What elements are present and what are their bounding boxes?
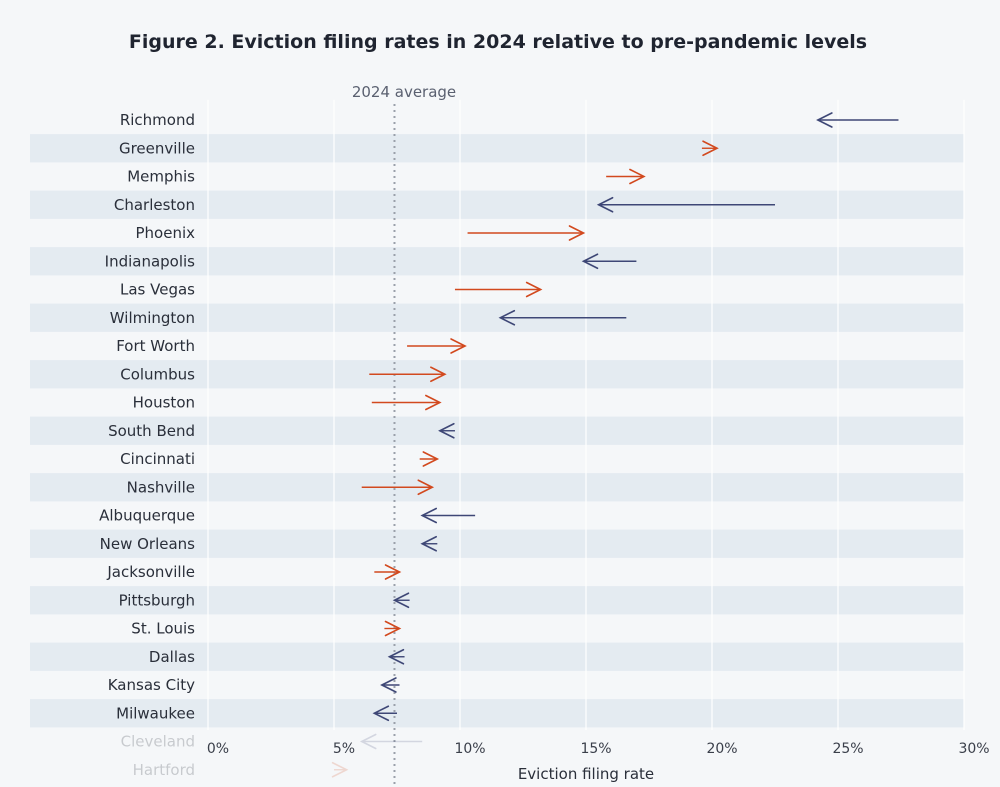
arrow-new-orleans	[420, 535, 438, 552]
city-label: Las Vegas	[120, 281, 195, 299]
city-label: Kansas City	[108, 676, 195, 694]
arrow-fort-worth	[407, 338, 467, 354]
x-tick-label: 25%	[832, 741, 863, 757]
city-label: Dallas	[149, 648, 195, 666]
arrow-memphis	[606, 168, 646, 185]
city-label: New Orleans	[100, 535, 196, 553]
arrow-head	[425, 394, 442, 411]
row-band	[30, 134, 964, 163]
city-label: Columbus	[120, 365, 195, 383]
arrow-wilmington	[498, 309, 627, 326]
average-label: 2024 average	[352, 83, 456, 101]
arrow-hartford	[331, 761, 349, 778]
arrow-marks	[331, 112, 899, 778]
arrow-pittsburgh	[392, 592, 410, 609]
arrow-head	[392, 592, 410, 609]
city-label: Pittsburgh	[119, 591, 195, 609]
arrow-head	[581, 253, 599, 270]
row-band	[30, 303, 964, 332]
arrow-head	[596, 196, 614, 213]
city-label: St. Louis	[131, 620, 195, 638]
arrow-south-bend	[438, 422, 455, 439]
x-tick-label: 30%	[958, 741, 989, 757]
arrow-nashville	[361, 479, 435, 496]
arrow-head	[498, 309, 516, 326]
arrow-head	[422, 451, 440, 467]
arrow-albuquerque	[420, 507, 476, 524]
arrow-las-vegas	[454, 281, 543, 298]
arrow-head	[384, 620, 402, 637]
arrow-head	[430, 366, 447, 383]
row-band	[30, 699, 964, 728]
chart-title: Figure 2. Eviction filing rates in 2024 …	[129, 31, 867, 53]
x-tick-label: 0%	[207, 741, 229, 757]
city-label: Greenville	[119, 139, 195, 157]
row-bands	[30, 134, 964, 728]
city-label: Charleston	[114, 196, 195, 214]
city-label: Jacksonville	[106, 563, 195, 581]
row-band	[30, 190, 964, 219]
arrow-st-louis	[384, 620, 402, 637]
city-label: Richmond	[120, 111, 195, 129]
city-labels: Richmond Greenville Memphis Charleston Phoen…	[99, 111, 195, 779]
city-label: Cleveland	[121, 733, 195, 751]
arrow-indianapolis	[581, 253, 637, 270]
x-tick-label: 10%	[454, 741, 485, 757]
row-band	[30, 529, 964, 558]
arrow-head	[417, 479, 435, 496]
arrow-houston	[371, 394, 442, 411]
row-band	[30, 360, 964, 389]
row-band	[30, 473, 964, 502]
arrow-head	[384, 564, 402, 580]
arrow-dallas	[387, 648, 405, 665]
arrow-kansas-city	[380, 677, 400, 693]
arrow-phoenix	[467, 225, 586, 241]
city-label: Memphis	[127, 168, 195, 186]
city-label: Albuquerque	[99, 507, 195, 525]
arrow-milwaukee	[372, 705, 397, 722]
row-band	[30, 416, 964, 445]
arrow-head	[568, 225, 586, 241]
arrow-head	[420, 535, 438, 552]
arrow-charleston	[596, 196, 775, 213]
arrow-head	[525, 281, 543, 298]
x-tick-label: 20%	[706, 741, 737, 757]
arrow-head	[331, 761, 349, 778]
arrow-head	[380, 677, 397, 693]
arrow-head	[420, 507, 438, 524]
city-label: Indianapolis	[105, 252, 196, 270]
city-label: Hartford	[133, 761, 195, 779]
x-axis-label: Eviction filing rate	[518, 765, 654, 783]
arrow-head	[816, 112, 833, 128]
city-label: Wilmington	[110, 309, 195, 327]
city-label: Fort Worth	[116, 337, 195, 355]
arrow-cleveland	[359, 733, 423, 750]
city-label: Phoenix	[135, 224, 195, 242]
arrow-columbus	[369, 366, 447, 383]
arrow-head	[387, 648, 405, 665]
arrow-head	[438, 422, 455, 439]
city-label: Cincinnati	[120, 450, 195, 468]
x-tick-label: 15%	[580, 741, 611, 757]
arrow-cincinnati	[419, 451, 440, 467]
x-axis-ticks: 0% 5% 10% 15% 20% 25% 30%	[207, 741, 990, 757]
city-label: Nashville	[127, 478, 195, 496]
average-marker: 2024 average	[352, 83, 456, 787]
arrow-head	[359, 733, 377, 750]
arrow-head	[450, 338, 467, 354]
city-label: Milwaukee	[116, 704, 195, 722]
arrow-jacksonville	[374, 564, 402, 580]
x-tick-label: 5%	[333, 741, 355, 757]
city-label: Houston	[133, 394, 195, 412]
row-band	[30, 247, 964, 276]
row-band	[30, 586, 964, 615]
city-label: South Bend	[108, 422, 195, 440]
arrow-greenville	[701, 140, 719, 157]
arrow-head	[702, 140, 719, 157]
arrow-head	[372, 705, 390, 722]
arrow-richmond	[816, 112, 899, 128]
arrow-head	[629, 168, 646, 185]
row-band	[30, 642, 964, 671]
